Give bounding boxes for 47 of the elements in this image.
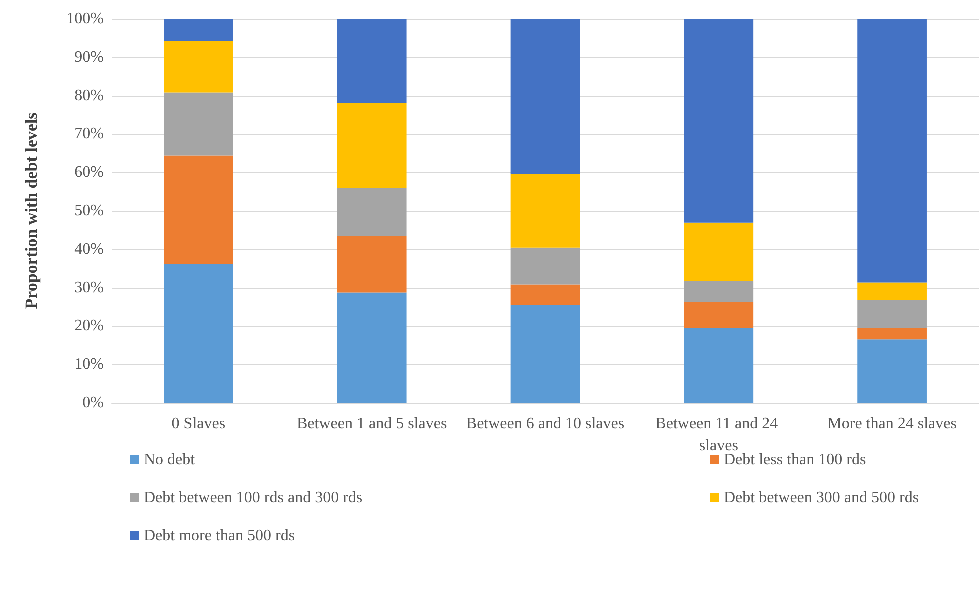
bar bbox=[164, 92, 234, 156]
bar bbox=[858, 19, 927, 283]
y-tick-label: 40% bbox=[74, 240, 104, 258]
x-tick-label: Between 1 and 5 slaves bbox=[297, 416, 448, 432]
legend-label: Debt more than 500 rds bbox=[144, 528, 296, 544]
bar bbox=[510, 305, 580, 403]
bar bbox=[164, 19, 234, 42]
bar bbox=[337, 103, 407, 188]
bar bbox=[858, 328, 927, 340]
x-tick-label: More than 24 slaves bbox=[828, 416, 957, 432]
y-tick-label: 70% bbox=[74, 126, 104, 143]
x-tick-label: 0 Slaves bbox=[172, 416, 226, 432]
bar bbox=[858, 300, 927, 328]
legend-label: Debt less than 100 rds bbox=[724, 452, 866, 468]
legend-label: No debt bbox=[144, 452, 196, 468]
y-tick-label: 100% bbox=[66, 10, 104, 28]
bar bbox=[337, 19, 407, 104]
x-tick-label: Between 11 and 24 slaves bbox=[656, 416, 782, 454]
y-axis-title: Proportion with debt levels bbox=[22, 112, 41, 310]
bar bbox=[684, 222, 754, 282]
legend-label: Debt between 100 rds and 300 rds bbox=[144, 490, 363, 506]
bar bbox=[164, 41, 234, 93]
bar bbox=[510, 284, 580, 306]
y-tick-label: 60% bbox=[74, 164, 104, 182]
y-tick-label: 0% bbox=[82, 394, 104, 412]
bar bbox=[684, 302, 754, 328]
bar bbox=[510, 248, 580, 285]
bar bbox=[510, 19, 580, 174]
y-tick-label: 30% bbox=[74, 279, 104, 296]
y-tick-label: 90% bbox=[74, 48, 104, 66]
bar bbox=[684, 19, 754, 223]
bar bbox=[337, 236, 407, 293]
y-tick-label: 80% bbox=[74, 87, 104, 104]
bar bbox=[684, 281, 754, 302]
y-tick-label: 20% bbox=[74, 318, 104, 335]
bar bbox=[684, 328, 754, 403]
bar bbox=[164, 156, 234, 264]
legend-label: Debt between 300 and 500 rds bbox=[724, 490, 920, 506]
x-tick-label: Between 6 and 10 slaves bbox=[466, 416, 625, 432]
y-tick-label: 50% bbox=[74, 202, 104, 220]
bar bbox=[510, 174, 580, 248]
y-tick-label: 10% bbox=[74, 356, 104, 374]
bar bbox=[858, 340, 927, 403]
bar bbox=[337, 292, 407, 403]
bar bbox=[164, 264, 234, 403]
bar bbox=[337, 188, 407, 236]
bar bbox=[858, 282, 927, 300]
